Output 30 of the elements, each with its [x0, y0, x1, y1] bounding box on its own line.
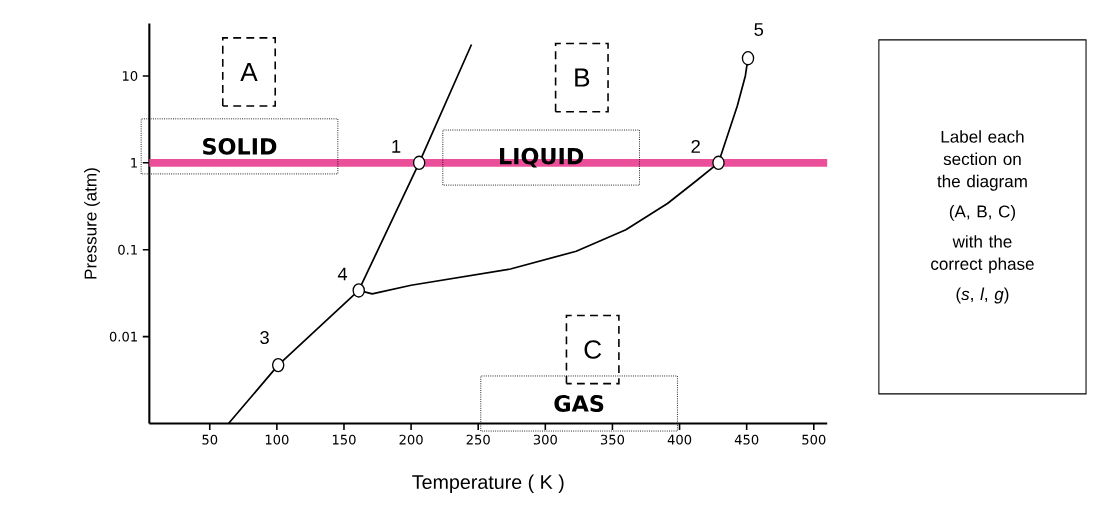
x-tick-label: 500: [802, 434, 826, 445]
annotation: A: [240, 63, 258, 82]
text: Label each section on the diagram: [937, 130, 1027, 191]
y-tick-label: 10: [122, 71, 138, 82]
annotation: GAS: [554, 395, 604, 413]
x-tick-label: 450: [734, 434, 759, 445]
x-axis-title: Temperature ( K ): [412, 474, 564, 494]
x-tick-label: 100: [265, 434, 289, 445]
y-axis-title: Pressure (atm): [84, 168, 100, 279]
text: (A, B, C): [949, 205, 1016, 222]
x-tick-label: 350: [600, 434, 625, 445]
annotation: 5: [754, 23, 764, 37]
annotation: 4: [337, 267, 348, 281]
x-tick-label: 200: [399, 434, 423, 445]
x-tick-label: 300: [533, 434, 557, 445]
x-tick-label: 150: [332, 434, 356, 445]
annotation: 1: [392, 140, 401, 153]
x-tick-label: 250: [466, 434, 490, 445]
annotation: 2: [691, 140, 700, 153]
annotation: B: [575, 68, 590, 87]
y-tick-label: 0.01: [109, 331, 137, 342]
y-tick-label: 0.1: [118, 244, 137, 255]
y-tick-label: 1: [131, 158, 137, 168]
annotation: SOLID: [203, 138, 277, 155]
x-tick-label: 400: [667, 434, 692, 445]
annotation: C: [584, 340, 602, 359]
text: (s, l, g): [956, 287, 1009, 304]
x-tick-label: 50: [202, 434, 218, 445]
annotation: 3: [260, 331, 269, 345]
text: with the correct phase: [931, 235, 1034, 274]
